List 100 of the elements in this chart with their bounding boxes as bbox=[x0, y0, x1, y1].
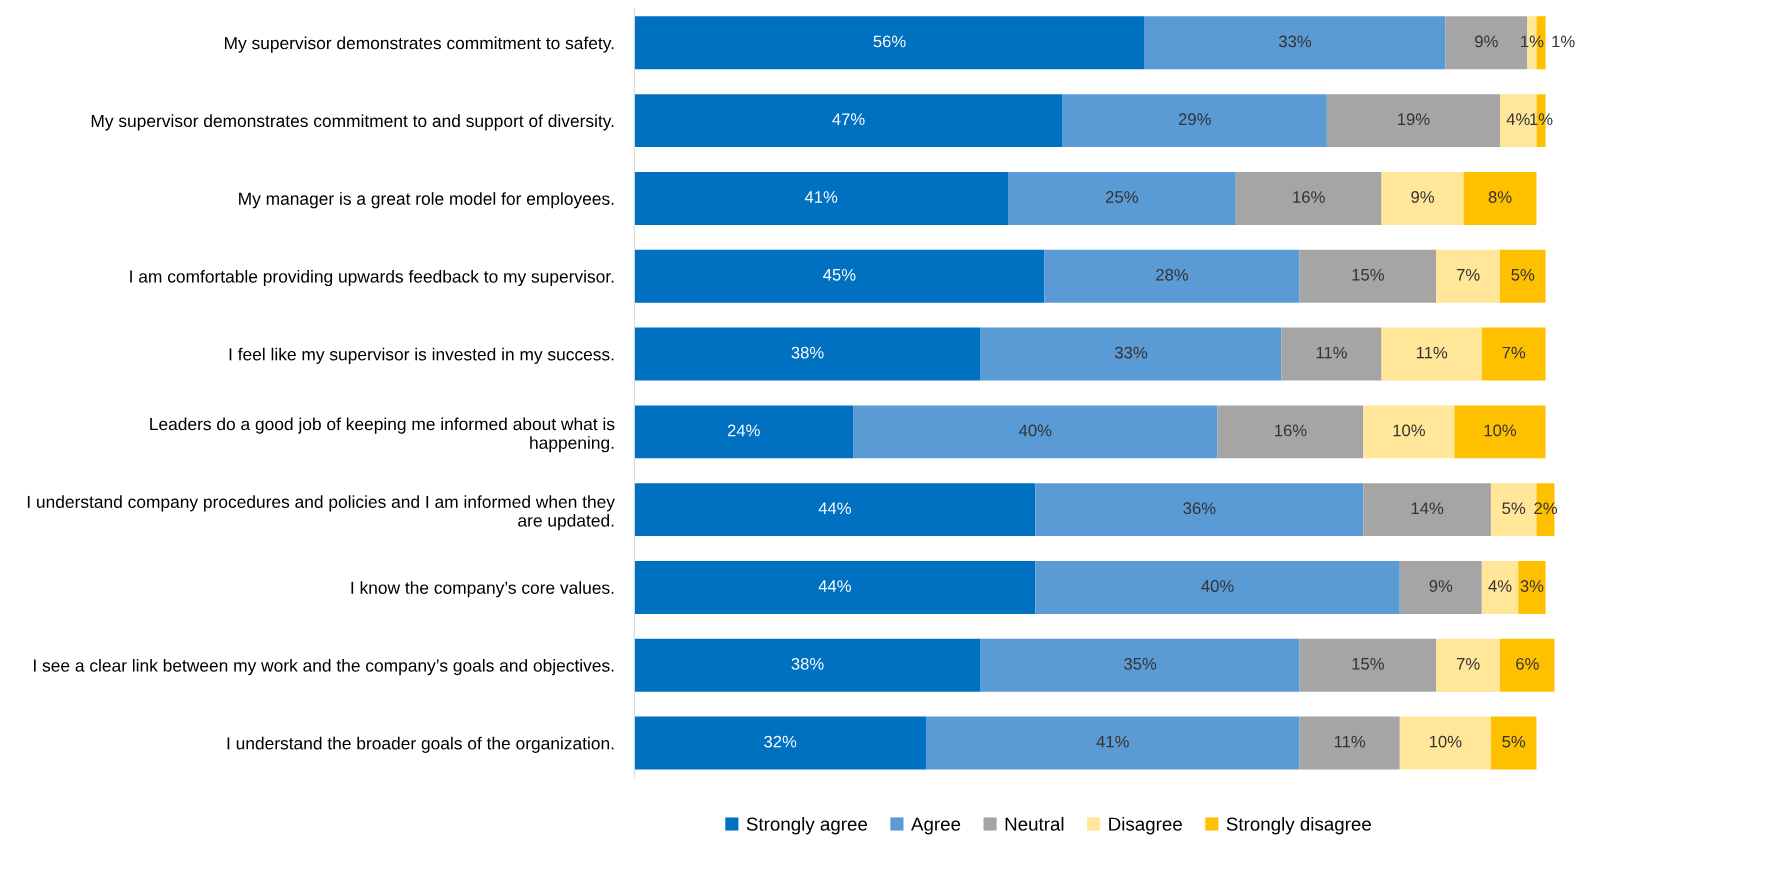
data-label: 40% bbox=[1201, 580, 1234, 592]
bar bbox=[1500, 638, 1555, 692]
bar bbox=[1399, 560, 1482, 614]
data-label: 10% bbox=[1429, 735, 1462, 748]
data-label: 24% bbox=[727, 424, 760, 437]
data-label: 5% bbox=[1511, 268, 1535, 281]
data-label: 15% bbox=[1352, 268, 1384, 281]
bar bbox=[1518, 560, 1546, 614]
data-label: 38% bbox=[791, 346, 824, 359]
data-label: 5% bbox=[1502, 735, 1526, 748]
bar bbox=[634, 716, 926, 770]
bar bbox=[634, 560, 1036, 614]
bar bbox=[1217, 405, 1364, 459]
bar bbox=[634, 94, 1063, 148]
y-tick-label: I feel like my supervisor is invested in my success. bbox=[229, 347, 614, 364]
bar bbox=[634, 638, 981, 692]
bar bbox=[1481, 560, 1519, 614]
bar bbox=[980, 327, 1282, 381]
data-label: 5% bbox=[1502, 502, 1526, 515]
data-label: 15% bbox=[1352, 658, 1384, 670]
legend-label: Neutral bbox=[1005, 816, 1064, 831]
y-tick-label: My manager is a great role model for employees. bbox=[239, 192, 614, 209]
bar bbox=[1044, 249, 1300, 303]
data-label: 56% bbox=[873, 35, 906, 48]
bar bbox=[1436, 638, 1501, 692]
bar bbox=[1062, 94, 1327, 148]
data-label: 16% bbox=[1275, 424, 1307, 437]
y-tick-label: I understand the broader goals of the organization. bbox=[227, 736, 614, 753]
bar bbox=[1035, 560, 1400, 614]
bar bbox=[1035, 483, 1364, 537]
data-label: 7% bbox=[1456, 658, 1480, 670]
bar bbox=[634, 405, 854, 459]
data-label: 47% bbox=[832, 113, 865, 126]
y-tick-label: I understand company procedures and policies and I am informed when they are updated. bbox=[27, 495, 615, 531]
data-label: 4% bbox=[1488, 580, 1512, 592]
data-label: 33% bbox=[1114, 346, 1148, 359]
bar bbox=[1299, 249, 1437, 303]
data-label: 1% bbox=[1552, 35, 1575, 48]
bar bbox=[1326, 94, 1501, 148]
bar bbox=[1299, 716, 1400, 770]
data-label: 9% bbox=[1411, 191, 1435, 203]
data-label: 35% bbox=[1124, 657, 1157, 670]
legend-label: Disagree bbox=[1109, 816, 1182, 835]
data-label: 9% bbox=[1475, 35, 1498, 48]
data-label: 32% bbox=[764, 735, 797, 748]
data-label: 11% bbox=[1334, 735, 1366, 748]
data-label: 11% bbox=[1316, 346, 1347, 359]
data-label: 10% bbox=[1393, 424, 1425, 437]
data-label: 11% bbox=[1416, 346, 1448, 359]
legend-label: Strongly agree bbox=[746, 816, 868, 835]
bar bbox=[634, 16, 1145, 70]
bar bbox=[1144, 16, 1446, 70]
bar bbox=[1381, 327, 1482, 381]
data-label: 41% bbox=[1096, 735, 1129, 748]
bar bbox=[980, 638, 1300, 692]
bar bbox=[1490, 716, 1537, 770]
data-label: 6% bbox=[1516, 657, 1539, 670]
bar bbox=[1500, 249, 1546, 303]
data-label: 16% bbox=[1293, 191, 1325, 203]
data-label: 28% bbox=[1156, 268, 1189, 281]
data-label: 40% bbox=[1019, 424, 1052, 437]
bar bbox=[1381, 171, 1464, 225]
y-tick-label: I see a clear link between my work and the company’s goals and objectives. bbox=[34, 658, 614, 676]
y-tick-label: I know the company’s core values. bbox=[351, 581, 614, 598]
data-label: 33% bbox=[1278, 35, 1312, 48]
data-label: 29% bbox=[1178, 113, 1211, 126]
bar bbox=[1007, 171, 1236, 225]
data-label: 7% bbox=[1502, 346, 1526, 359]
data-label: 41% bbox=[804, 191, 838, 203]
data-label: 45% bbox=[823, 268, 856, 281]
bar bbox=[1454, 405, 1546, 459]
data-label: 9% bbox=[1429, 580, 1453, 592]
bar bbox=[634, 171, 1008, 225]
bar bbox=[1463, 171, 1537, 225]
data-label: 14% bbox=[1411, 502, 1444, 515]
data-label: 8% bbox=[1488, 191, 1512, 203]
bar bbox=[1363, 405, 1455, 459]
legend-label: Strongly disagree bbox=[1226, 816, 1371, 835]
y-tick-label: My supervisor demonstrates commitment to safety. bbox=[224, 36, 614, 53]
bar bbox=[1436, 249, 1501, 303]
bar bbox=[1235, 171, 1382, 225]
data-label: 38% bbox=[791, 657, 824, 670]
y-tick-label: I am comfortable providing upwards feedback to my supervisor. bbox=[130, 269, 614, 287]
legend-label: Agree bbox=[911, 817, 961, 835]
data-label: 3% bbox=[1520, 580, 1544, 592]
bar bbox=[925, 716, 1300, 770]
data-label: 25% bbox=[1106, 191, 1138, 203]
bar bbox=[634, 249, 1045, 303]
bar bbox=[1399, 716, 1491, 770]
data-label: 19% bbox=[1398, 113, 1430, 126]
bar bbox=[634, 483, 1036, 537]
bar bbox=[853, 405, 1218, 459]
data-label: 44% bbox=[818, 580, 851, 592]
bar bbox=[1363, 483, 1491, 537]
bar bbox=[1299, 638, 1437, 692]
data-label: 36% bbox=[1183, 502, 1216, 515]
bar bbox=[1481, 327, 1546, 381]
data-label: 10% bbox=[1484, 424, 1517, 437]
data-label: 44% bbox=[818, 502, 851, 515]
bar bbox=[634, 327, 981, 381]
